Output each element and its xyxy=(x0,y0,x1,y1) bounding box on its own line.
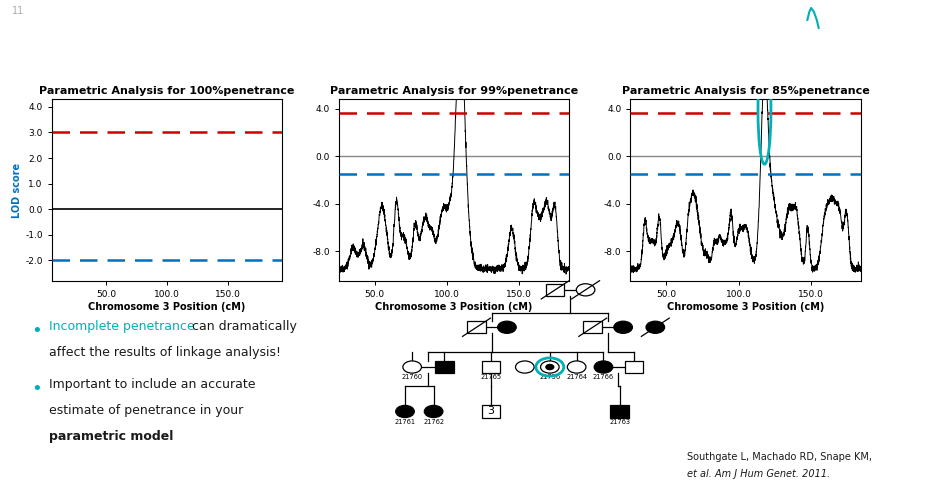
Circle shape xyxy=(516,361,534,373)
Text: 11: 11 xyxy=(12,6,24,15)
Text: 21764: 21764 xyxy=(566,374,587,380)
Text: 21760: 21760 xyxy=(402,374,423,380)
Text: affect the results of linkage analysis!: affect the results of linkage analysis! xyxy=(49,346,281,359)
X-axis label: Chromosome 3 Position (cM): Chromosome 3 Position (cM) xyxy=(375,302,533,312)
Text: 21756: 21756 xyxy=(539,374,561,380)
Text: can dramatically: can dramatically xyxy=(188,320,297,333)
Circle shape xyxy=(646,321,664,333)
Circle shape xyxy=(576,284,595,296)
Bar xyxy=(435,361,454,373)
Text: Incomplete penetrance: Incomplete penetrance xyxy=(38,26,401,54)
Text: 21765: 21765 xyxy=(480,374,502,380)
Bar xyxy=(625,361,643,373)
Circle shape xyxy=(403,361,422,373)
Text: 21766: 21766 xyxy=(593,374,614,380)
Title: Parametric Analysis for 99%penetrance: Parametric Analysis for 99%penetrance xyxy=(330,86,578,96)
Circle shape xyxy=(498,321,517,333)
Bar xyxy=(546,284,565,296)
Text: University of London: University of London xyxy=(823,52,902,61)
Text: 21762: 21762 xyxy=(423,419,444,425)
Circle shape xyxy=(396,406,414,418)
Text: estimate of penetrance in your: estimate of penetrance in your xyxy=(49,404,243,417)
Text: 3: 3 xyxy=(487,407,494,416)
Y-axis label: LOD score: LOD score xyxy=(12,163,23,217)
Bar xyxy=(583,321,602,333)
Text: •: • xyxy=(31,380,41,398)
Text: 21761: 21761 xyxy=(394,419,416,425)
Bar xyxy=(482,361,500,373)
Circle shape xyxy=(567,361,586,373)
Circle shape xyxy=(594,361,613,373)
Text: parametric model: parametric model xyxy=(49,430,173,443)
Circle shape xyxy=(614,321,632,333)
Circle shape xyxy=(546,364,553,370)
Circle shape xyxy=(424,406,443,418)
Text: Southgate L, Machado RD, Snape KM,: Southgate L, Machado RD, Snape KM, xyxy=(687,452,872,462)
Bar xyxy=(482,406,500,418)
Text: Incomplete penetrance: Incomplete penetrance xyxy=(49,320,195,333)
Text: Important to include an accurate: Important to include an accurate xyxy=(49,378,255,392)
Text: St George's: St George's xyxy=(823,26,896,35)
Text: 21763: 21763 xyxy=(609,419,630,425)
Bar xyxy=(468,321,486,333)
Text: et al. Am J Hum Genet. 2011.: et al. Am J Hum Genet. 2011. xyxy=(687,469,830,479)
X-axis label: Chromosome 3 Position (cM): Chromosome 3 Position (cM) xyxy=(667,302,824,312)
Text: •: • xyxy=(31,322,41,340)
Circle shape xyxy=(540,361,559,373)
Title: Parametric Analysis for 85%penetrance: Parametric Analysis for 85%penetrance xyxy=(622,86,869,96)
Title: Parametric Analysis for 100%penetrance: Parametric Analysis for 100%penetrance xyxy=(40,86,295,96)
X-axis label: Chromosome 3 Position (cM): Chromosome 3 Position (cM) xyxy=(88,302,246,312)
Bar xyxy=(611,406,629,418)
